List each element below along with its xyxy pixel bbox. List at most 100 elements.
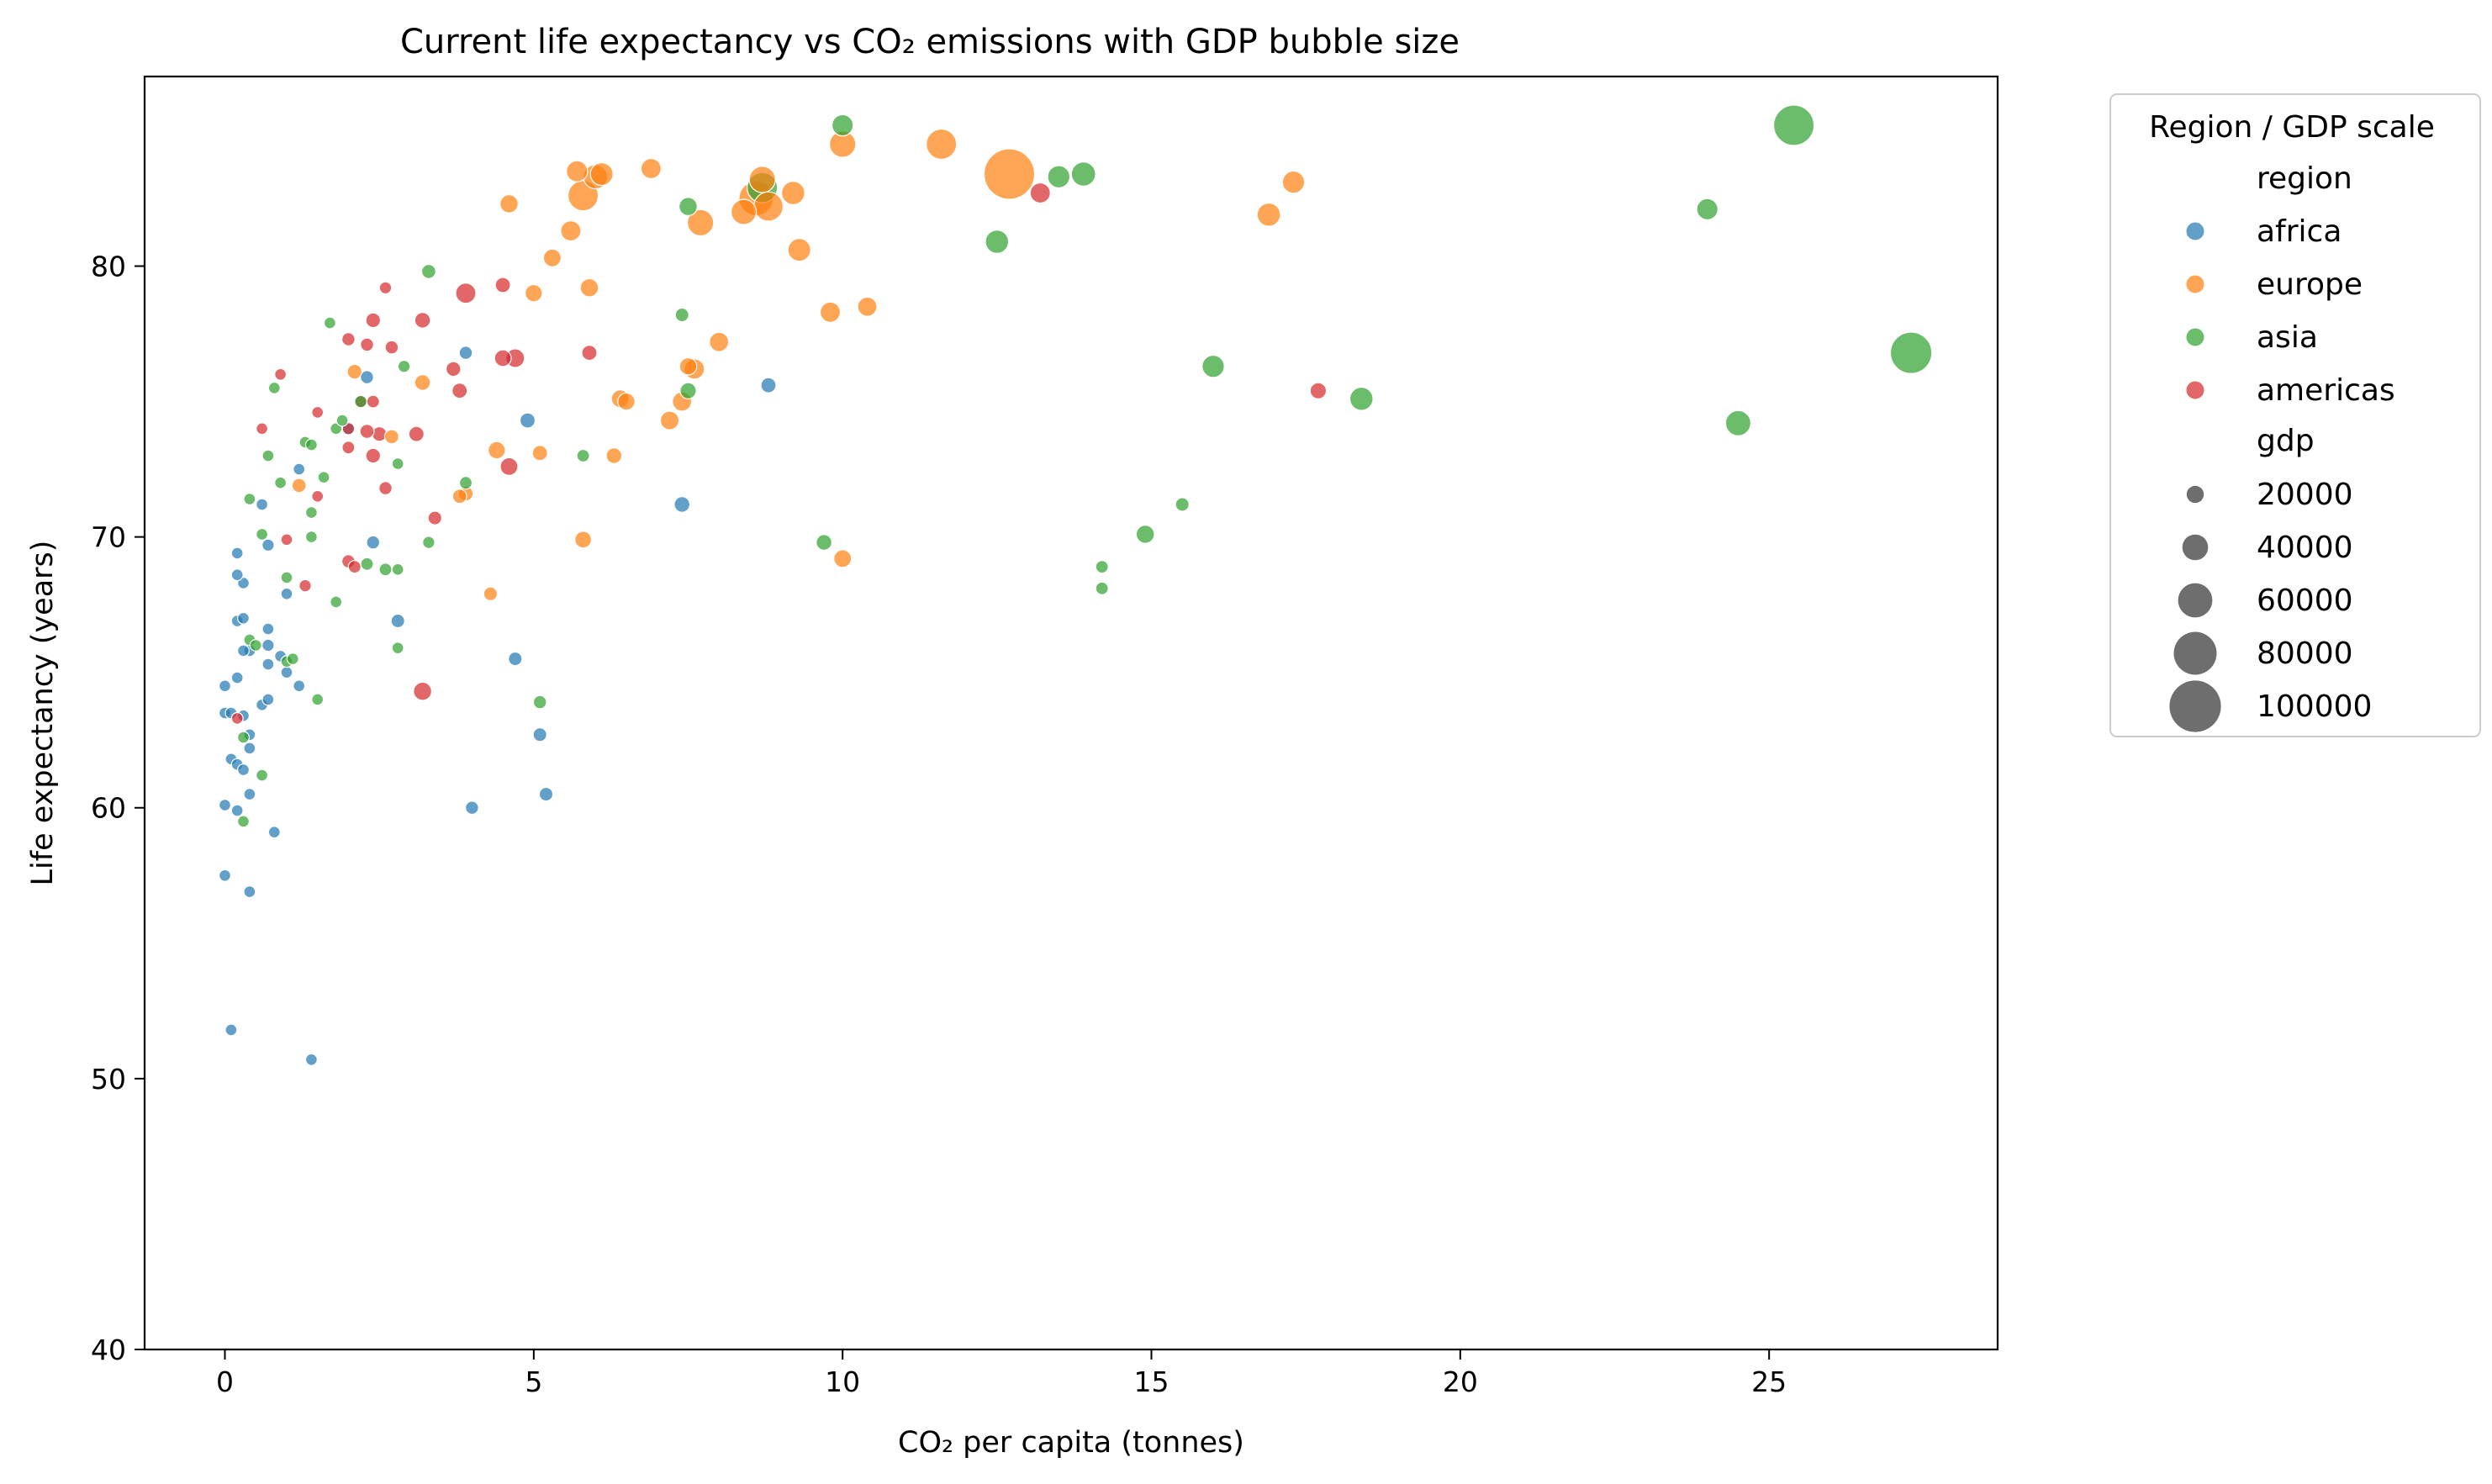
data-point-africa <box>261 638 275 652</box>
data-point-asia <box>1349 386 1374 411</box>
data-point-europe <box>566 160 589 182</box>
legend-size-title: gdp <box>2257 424 2315 458</box>
data-point-europe <box>1281 170 1306 194</box>
data-point-asia <box>311 693 325 706</box>
y-axis-label: Life expectancy (years) <box>26 541 60 886</box>
data-point-americas <box>371 425 388 442</box>
data-point-africa <box>366 535 381 550</box>
legend-label-americas: americas <box>2257 373 2395 408</box>
legend-size-marker <box>2182 534 2209 561</box>
data-point-asia <box>458 476 473 490</box>
data-point-asia <box>391 642 404 655</box>
data-point-africa <box>280 666 293 679</box>
data-point-americas <box>1029 182 1051 204</box>
data-point-americas <box>230 711 244 725</box>
data-point-africa <box>532 727 547 742</box>
data-point-asia <box>261 449 275 462</box>
data-point-asia <box>267 381 281 394</box>
data-point-africa <box>465 800 479 816</box>
data-point-americas <box>256 422 269 436</box>
data-point-europe <box>414 374 431 391</box>
data-point-africa <box>261 538 275 552</box>
data-point-africa <box>293 462 306 476</box>
data-point-americas <box>499 457 519 477</box>
legend-label-europe: europe <box>2257 267 2363 302</box>
data-point-asia <box>391 562 404 576</box>
data-point-europe <box>687 209 715 237</box>
data-point-americas <box>384 340 399 355</box>
data-point-americas <box>413 681 433 701</box>
data-point-europe <box>579 277 599 298</box>
data-point-europe <box>346 363 363 380</box>
data-point-asia <box>678 197 698 217</box>
data-point-americas <box>311 405 325 419</box>
data-point-americas <box>427 510 442 525</box>
data-point-africa <box>237 611 251 625</box>
data-point-americas <box>360 337 374 352</box>
data-point-asia <box>280 571 293 584</box>
legend-size-marker <box>2186 485 2204 504</box>
data-point-americas <box>341 441 356 455</box>
data-point-asia <box>317 471 330 484</box>
data-point-europe <box>709 331 730 352</box>
data-point-africa <box>219 869 232 882</box>
data-point-americas <box>408 425 425 442</box>
data-point-europe <box>640 157 663 180</box>
data-point-europe <box>730 198 758 225</box>
data-point-asia <box>1773 104 1815 146</box>
legend-title: Region / GDP scale <box>2149 110 2435 145</box>
data-point-asia <box>391 457 404 471</box>
data-point-europe <box>574 531 593 549</box>
legend-size-label: 60000 <box>2257 584 2353 618</box>
data-point-americas <box>311 489 325 503</box>
data-point-europe <box>617 392 636 411</box>
data-point-africa <box>458 346 473 361</box>
data-point-asia <box>1175 497 1190 512</box>
data-point-asia <box>576 448 590 463</box>
data-point-africa <box>304 1053 318 1066</box>
data-point-europe <box>560 220 582 242</box>
data-point-europe <box>483 586 499 602</box>
legend-size-label: 20000 <box>2257 478 2353 512</box>
data-point-africa <box>230 547 244 560</box>
data-point-americas <box>274 367 288 381</box>
data-point-africa <box>261 622 275 636</box>
legend-size-marker <box>2178 583 2213 618</box>
legend-size-label: 100000 <box>2257 689 2372 724</box>
data-point-europe <box>524 283 543 303</box>
data-point-asia <box>330 595 343 609</box>
data-point-europe <box>531 445 548 462</box>
legend-marker-asia <box>2185 327 2205 347</box>
data-point-asia <box>304 438 318 452</box>
data-point-asia <box>674 307 689 323</box>
data-point-africa <box>519 412 536 429</box>
y-tick-label: 50 <box>91 1063 126 1096</box>
data-point-asia <box>256 768 269 782</box>
data-point-asia <box>304 531 318 544</box>
data-point-asia <box>1724 409 1751 436</box>
x-tick-label: 25 <box>1751 1365 1787 1398</box>
data-point-asia <box>243 492 256 505</box>
data-point-africa <box>230 671 244 684</box>
data-point-asia <box>360 557 374 571</box>
data-point-africa <box>219 798 232 811</box>
legend: Region / GDP scale region africa europe as… <box>2109 93 2481 737</box>
data-point-africa <box>230 804 244 817</box>
y-tick-label: 60 <box>91 792 126 825</box>
legend-marker-europe <box>2185 274 2205 294</box>
data-point-asia <box>237 731 251 744</box>
data-point-asia <box>1070 161 1096 187</box>
legend-frame <box>2109 93 2481 737</box>
data-point-asia <box>237 815 251 828</box>
data-point-europe <box>589 161 614 187</box>
x-axis: 0 5 10 15 20 25 <box>216 1349 1787 1398</box>
legend-size-marker <box>2169 680 2221 732</box>
data-point-europe <box>499 193 519 214</box>
axes-frame <box>143 75 1999 1351</box>
data-point-americas <box>365 447 382 464</box>
data-point-africa <box>230 568 244 582</box>
data-point-americas <box>378 481 393 495</box>
legend-size-label: 40000 <box>2257 531 2353 565</box>
data-point-europe <box>659 410 680 430</box>
